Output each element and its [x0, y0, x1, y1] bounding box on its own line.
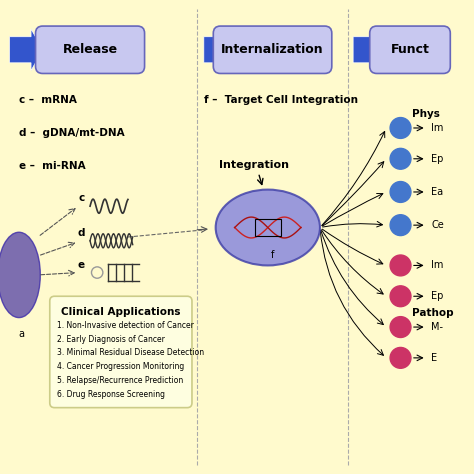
- Circle shape: [390, 148, 411, 169]
- Ellipse shape: [216, 190, 320, 265]
- Text: Release: Release: [63, 43, 118, 56]
- Circle shape: [390, 255, 411, 276]
- Text: Ea: Ea: [431, 187, 444, 197]
- Text: Ce: Ce: [431, 220, 444, 230]
- Circle shape: [390, 317, 411, 337]
- Text: Internalization: Internalization: [221, 43, 324, 56]
- Text: 3. Minimal Residual Disease Detection: 3. Minimal Residual Disease Detection: [57, 348, 204, 357]
- Text: Pathop: Pathop: [412, 308, 454, 318]
- Text: 2. Early Diagnosis of Cancer: 2. Early Diagnosis of Cancer: [57, 335, 165, 344]
- Ellipse shape: [0, 232, 40, 318]
- Text: Ep: Ep: [431, 154, 444, 164]
- Text: c: c: [78, 193, 84, 203]
- Text: Im: Im: [431, 260, 444, 271]
- Text: Ep: Ep: [431, 291, 444, 301]
- Text: Funct: Funct: [391, 43, 429, 56]
- Text: a: a: [18, 329, 24, 339]
- Text: E: E: [431, 353, 438, 363]
- FancyBboxPatch shape: [50, 296, 192, 408]
- Text: f –  Target Cell Integration: f – Target Cell Integration: [204, 95, 358, 105]
- Text: 1. Non-Invasive detection of Cancer: 1. Non-Invasive detection of Cancer: [57, 321, 194, 330]
- Circle shape: [390, 215, 411, 236]
- Text: d: d: [77, 228, 85, 238]
- Text: 5. Relapse/Recurrence Prediction: 5. Relapse/Recurrence Prediction: [57, 376, 183, 385]
- Polygon shape: [353, 29, 386, 71]
- Text: 4. Cancer Progression Monitoring: 4. Cancer Progression Monitoring: [57, 362, 184, 371]
- Text: d –  gDNA/mt-DNA: d – gDNA/mt-DNA: [19, 128, 125, 138]
- Polygon shape: [204, 29, 237, 71]
- Text: 6. Drug Response Screening: 6. Drug Response Screening: [57, 390, 165, 399]
- FancyBboxPatch shape: [36, 26, 145, 73]
- Circle shape: [390, 118, 411, 138]
- Text: e: e: [77, 260, 84, 270]
- Text: Clinical Applications: Clinical Applications: [61, 307, 181, 317]
- Text: f: f: [271, 250, 274, 260]
- Text: M-: M-: [431, 322, 443, 332]
- Text: e –  mi-RNA: e – mi-RNA: [19, 161, 86, 171]
- Text: Phys: Phys: [412, 109, 440, 119]
- Text: Im: Im: [431, 123, 444, 133]
- FancyBboxPatch shape: [213, 26, 332, 73]
- Circle shape: [390, 347, 411, 368]
- Polygon shape: [9, 29, 43, 71]
- Circle shape: [390, 286, 411, 307]
- Circle shape: [390, 182, 411, 202]
- Text: c –  mRNA: c – mRNA: [19, 95, 77, 105]
- FancyBboxPatch shape: [370, 26, 450, 73]
- Text: Integration: Integration: [219, 160, 289, 170]
